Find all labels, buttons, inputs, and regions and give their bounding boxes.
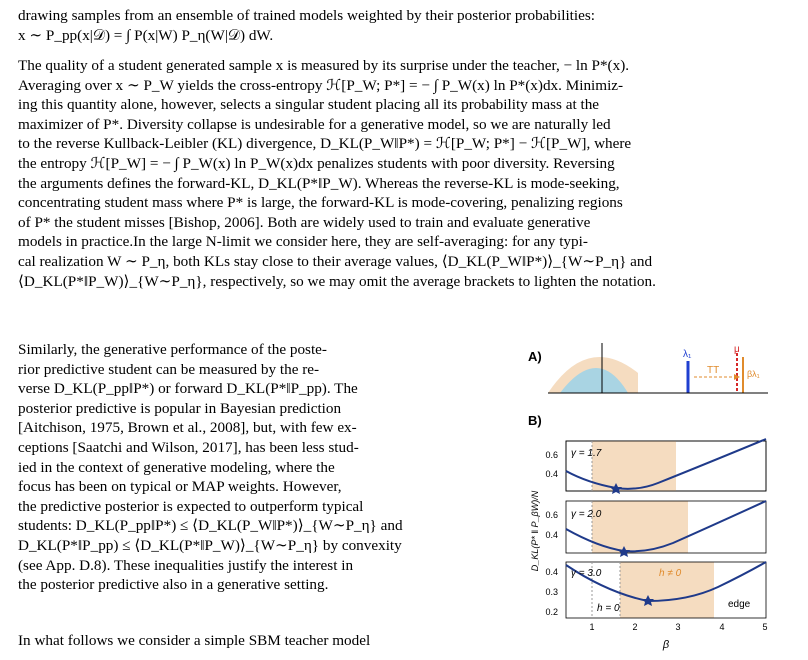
panel-a-label: A) xyxy=(528,349,542,364)
x-axis-ticks: 1 2 3 4 5 xyxy=(589,622,767,632)
edge-label: edge xyxy=(728,599,751,610)
text-line: students: D_KL(P_pp‖P*) ≤ ⟨D_KL(P_W‖P*)⟩… xyxy=(18,517,403,535)
ytick: 0.4 xyxy=(545,567,558,577)
ytick: 0.4 xyxy=(545,469,558,479)
y-axis-label: D_KL(P* ‖ P_βW)/N xyxy=(530,490,540,571)
ytick: 0.6 xyxy=(545,510,558,520)
text-line: The quality of a student generated sampl… xyxy=(18,57,630,74)
x-axis-label: β xyxy=(662,639,670,651)
text-line: of P* the student misses [Bishop, 2006].… xyxy=(18,213,591,231)
xtick: 1 xyxy=(589,622,594,632)
paragraph-intro: drawing samples from an ensemble of trai… xyxy=(18,6,788,45)
ytick: 0.2 xyxy=(545,607,558,617)
figure: A) λ₁ μ βλ₁ TT B) γ = 1.7 0.6 0.4 xyxy=(528,343,798,655)
text-line: maximizer of P*. Diversity collapse is u… xyxy=(18,115,611,133)
paragraph-kl: The quality of a student generated sampl… xyxy=(18,56,788,291)
text-line: (see App. D.8). These inequalities justi… xyxy=(18,556,354,574)
lambda-label: λ₁ xyxy=(683,349,692,360)
subplot-gamma-2.0: γ = 2.0 0.6 0.4 xyxy=(545,500,767,557)
xtick: 5 xyxy=(762,622,767,632)
bulk-spectrum xyxy=(560,368,628,393)
mu-label: μ xyxy=(734,344,740,355)
text-line: x ∼ P_pp(x|𝒟) = ∫ P(x|W) P_η(W|𝒟) dW. xyxy=(18,26,274,44)
text-line: ing this quantity alone, however, select… xyxy=(18,96,600,114)
h-zero-label: h = 0 xyxy=(597,603,620,614)
arrow-label: TT xyxy=(707,365,719,376)
text-line: the entropy ℋ[P_W] = − ∫ P_W(x) ln P_W(x… xyxy=(18,154,615,172)
text-line: models in practice.In the large N-limit … xyxy=(18,233,588,251)
text-line: focus has been on typical or MAP weights… xyxy=(18,478,342,496)
minimum-star-icon xyxy=(642,595,654,606)
xtick: 4 xyxy=(719,622,724,632)
text-line: posterior predictive is popular in Bayes… xyxy=(18,399,342,417)
gamma-label: γ = 2.0 xyxy=(571,509,602,520)
gamma-label: γ = 3.0 xyxy=(571,568,602,579)
text-line: the posterior predictive also in a gener… xyxy=(18,576,329,594)
xtick: 2 xyxy=(632,622,637,632)
text-line: ied in the context of generative modelin… xyxy=(18,458,335,476)
text-line: ceptions [Saatchi and Wilson, 2017], has… xyxy=(18,438,359,456)
text-line: Averaging over x ∼ P_W yields the cross-… xyxy=(18,76,624,94)
text-line: the predictive posterior is expected to … xyxy=(18,497,364,515)
text-line: rior predictive student can be measured … xyxy=(18,360,320,378)
subplot-gamma-3.0: γ = 3.0 h ≠ 0 h = 0 edge 0.4 0.3 0.2 xyxy=(545,561,767,619)
text-line: ⟨D_KL(P*‖P_W)⟩_{W∼P_η}, respectively, so… xyxy=(18,272,656,290)
ytick: 0.3 xyxy=(545,587,558,597)
h-nonzero-label: h ≠ 0 xyxy=(659,568,682,579)
xtick: 3 xyxy=(675,622,680,632)
panel-b-label: B) xyxy=(528,413,542,428)
figure-svg: A) λ₁ μ βλ₁ TT B) γ = 1.7 0.6 0.4 xyxy=(528,343,768,651)
minimum-star-icon xyxy=(610,483,622,494)
text-line: concentrating student mass where P* is l… xyxy=(18,194,623,212)
arrow-head-icon xyxy=(734,374,740,380)
subplot-gamma-1.7: γ = 1.7 0.6 0.4 xyxy=(545,438,767,494)
text-line: the arguments defines the forward-KL, D_… xyxy=(18,174,620,192)
text-line: drawing samples from an ensemble of trai… xyxy=(18,7,595,24)
text-line: verse D_KL(P_pp‖P*) or forward D_KL(P*‖P… xyxy=(18,380,358,398)
text-line: cal realization W ∼ P_η, both KLs stay c… xyxy=(18,252,653,270)
beta-lambda-label: βλ₁ xyxy=(747,369,760,379)
ytick: 0.6 xyxy=(545,450,558,460)
text-line: In what follows we consider a simple SBM… xyxy=(18,632,371,649)
text-line: [Aitchison, 1975, Brown et al., 2008], b… xyxy=(18,419,357,437)
text-line: Similarly, the generative performance of… xyxy=(18,341,327,358)
minimum-star-icon xyxy=(618,546,630,557)
paragraph-posterior-predictive: Similarly, the generative performance of… xyxy=(18,340,523,595)
text-line: to the reverse Kullback-Leibler (KL) div… xyxy=(18,135,632,153)
paragraph-next: In what follows we consider a simple SBM… xyxy=(18,631,523,651)
ytick: 0.4 xyxy=(545,530,558,540)
text-line: D_KL(P*‖P_pp) ≤ ⟨D_KL(P*‖P_W)⟩_{W∼P_η} b… xyxy=(18,536,402,554)
gamma-label: γ = 1.7 xyxy=(571,448,602,459)
